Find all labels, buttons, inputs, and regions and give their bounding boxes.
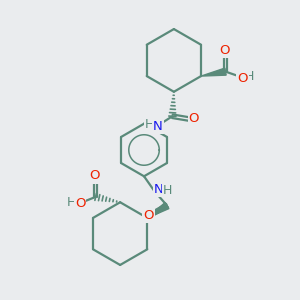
Text: O: O xyxy=(75,197,86,210)
Polygon shape xyxy=(201,68,226,76)
Text: H: H xyxy=(245,70,254,83)
Text: O: O xyxy=(89,169,100,182)
Text: H: H xyxy=(67,196,76,209)
Text: N: N xyxy=(154,183,164,196)
Text: O: O xyxy=(219,44,230,57)
Text: N: N xyxy=(153,120,163,133)
Text: H: H xyxy=(145,118,154,131)
Text: O: O xyxy=(143,209,154,222)
Text: O: O xyxy=(237,72,248,85)
Text: O: O xyxy=(189,112,199,125)
Text: H: H xyxy=(163,184,172,196)
Polygon shape xyxy=(147,202,169,218)
